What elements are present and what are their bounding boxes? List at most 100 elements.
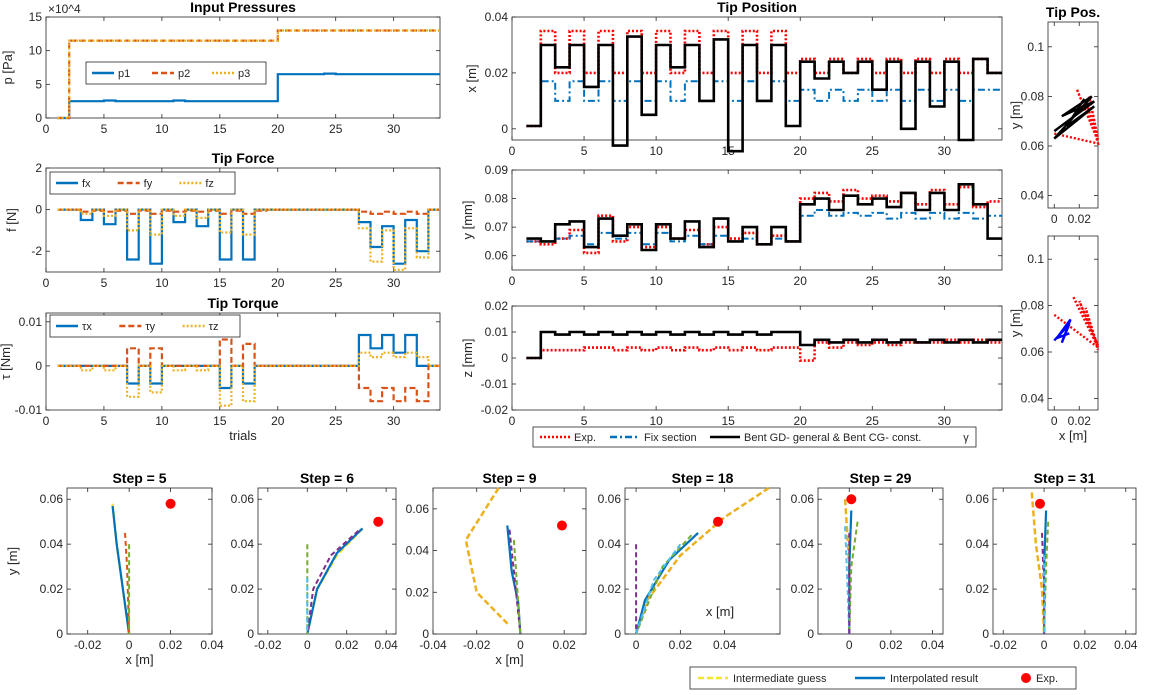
series-line xyxy=(1053,318,1072,344)
x-tick-label: 0.02 xyxy=(669,638,693,652)
curve xyxy=(1030,492,1046,635)
x-tick-label: 25 xyxy=(329,122,343,136)
legend-label: τz xyxy=(209,321,219,333)
x-tick-label: 5 xyxy=(581,414,588,428)
y-tick-label: 0 xyxy=(982,627,989,641)
y-tick-label: 0.06 xyxy=(791,492,815,506)
y-tick-label: 5 xyxy=(35,77,42,91)
x-tick-label: 0 xyxy=(126,638,133,652)
tippos2-axes: 0 0.02 0.04 0.06 0.08 0.1 y [m] x [m] xyxy=(1008,235,1101,443)
plot-frame xyxy=(66,487,213,635)
x-axis-label: x [m] xyxy=(495,652,523,667)
y-tick-label: 0.06 xyxy=(406,502,430,516)
y-tick-label: 2 xyxy=(35,161,42,175)
scale-label: ×10^4 xyxy=(48,2,81,16)
y-axis-label: f [N] xyxy=(4,208,19,232)
chart-title: Tip Force xyxy=(212,150,275,166)
exp-point xyxy=(556,520,567,531)
y-tick-label: 0.02 xyxy=(791,582,815,596)
step18-axes: 0 0.02 0.04 0 0.02 0.04 0.06 Step = 18 x [m] xyxy=(598,470,781,652)
x-tick-label: 0.02 xyxy=(1073,638,1097,652)
x-tick-label: 25 xyxy=(866,274,880,288)
x-axis-label: x [m] xyxy=(706,604,734,619)
x-tick-label: 10 xyxy=(649,274,663,288)
x-tick-label: 0 xyxy=(1051,414,1058,428)
x-tick-label: 0.02 xyxy=(159,638,183,652)
x-tick-label: 0 xyxy=(633,638,640,652)
x-tick-label: -0.02 xyxy=(990,638,1018,652)
x-tick-label: 5 xyxy=(101,276,108,290)
curve xyxy=(508,529,522,635)
legend-box xyxy=(49,171,236,195)
x-tick-label: 0 xyxy=(509,144,516,158)
y-tick-label: 0 xyxy=(247,627,254,641)
legend-label: p3 xyxy=(238,68,250,80)
legend-label: τy xyxy=(145,321,155,333)
legend-label: Intermediate guess xyxy=(733,673,827,685)
chart-title: Step = 9 xyxy=(482,470,536,486)
x-tick-label: 30 xyxy=(938,414,952,428)
x-tick-label: 0 xyxy=(43,414,50,428)
x-tick-label: 10 xyxy=(649,414,663,428)
curve xyxy=(306,527,364,635)
plot-frame xyxy=(257,487,397,635)
chart-title: Step = 31 xyxy=(1034,470,1096,486)
y-tick-label: 0.02 xyxy=(966,582,990,596)
x-tick-label: 30 xyxy=(387,414,401,428)
y-tick-label: 0.04 xyxy=(1021,391,1045,405)
legend-swatch xyxy=(1021,673,1031,683)
x-tick-label: 5 xyxy=(581,144,588,158)
force-axes: 0 5 10 15 20 25 30 -2 0 2 Tip Force f [N] fx fy fz xyxy=(4,150,441,290)
x-tick-label: 30 xyxy=(387,122,401,136)
curve xyxy=(306,527,364,635)
plot-frame xyxy=(624,487,781,635)
y-tick-label: 0 xyxy=(614,627,621,641)
y-axis-label: p [Pa] xyxy=(0,51,15,85)
x-tick-label: 25 xyxy=(329,414,343,428)
x-tick-label: 15 xyxy=(213,276,227,290)
y-tick-label: 0.02 xyxy=(485,299,509,313)
plot-frame xyxy=(45,167,441,273)
y-tick-label: 0 xyxy=(501,351,508,365)
y-tick-label: 0.1 xyxy=(1027,40,1044,54)
step29-axes: 0 0.02 0.04 0 0.02 0.04 0.06 Step = 29 xyxy=(791,470,945,652)
y-axis-label: y [mm] xyxy=(460,201,475,240)
y-tick-label: 0.08 xyxy=(485,192,509,206)
chart-title: Tip Pos. xyxy=(1046,4,1100,20)
x-tick-label: -0.02 xyxy=(74,638,102,652)
plot-frame xyxy=(45,312,441,411)
x-tick-label: 0.04 xyxy=(713,638,737,652)
x-tick-label: 5 xyxy=(101,122,108,136)
y-tick-label: 0 xyxy=(35,111,42,125)
curve xyxy=(464,487,511,627)
x-tick-label: 15 xyxy=(213,414,227,428)
series-line xyxy=(526,183,1002,252)
y-tick-label: 0 xyxy=(501,122,508,136)
y-tick-label: 0.06 xyxy=(231,492,255,506)
series-line xyxy=(57,208,440,265)
y-tick-label: 0.06 xyxy=(598,492,622,506)
exp-point xyxy=(713,516,723,527)
plot-frame xyxy=(511,305,1003,411)
y-tick-label: 15 xyxy=(29,10,43,24)
x-tick-label: 20 xyxy=(794,414,808,428)
exp-point xyxy=(846,494,857,505)
legend-label: Exp. xyxy=(1036,673,1058,685)
chart-title: Step = 6 xyxy=(300,470,354,486)
y-tick-label: 0 xyxy=(422,627,429,641)
y-tick-label: 0.04 xyxy=(1021,189,1045,203)
series-line xyxy=(57,72,440,120)
x-tick-label: 15 xyxy=(213,122,227,136)
chart-title: Input Pressures xyxy=(190,0,296,15)
curve xyxy=(124,532,131,635)
x-tick-label: 10 xyxy=(155,122,169,136)
y-tick-label: 10 xyxy=(29,44,43,58)
series-line xyxy=(57,333,440,390)
legend-label: p2 xyxy=(178,68,190,80)
x-tick-label: 10 xyxy=(649,144,663,158)
x-tick-label: -0.02 xyxy=(254,638,282,652)
legend-box xyxy=(49,314,241,338)
